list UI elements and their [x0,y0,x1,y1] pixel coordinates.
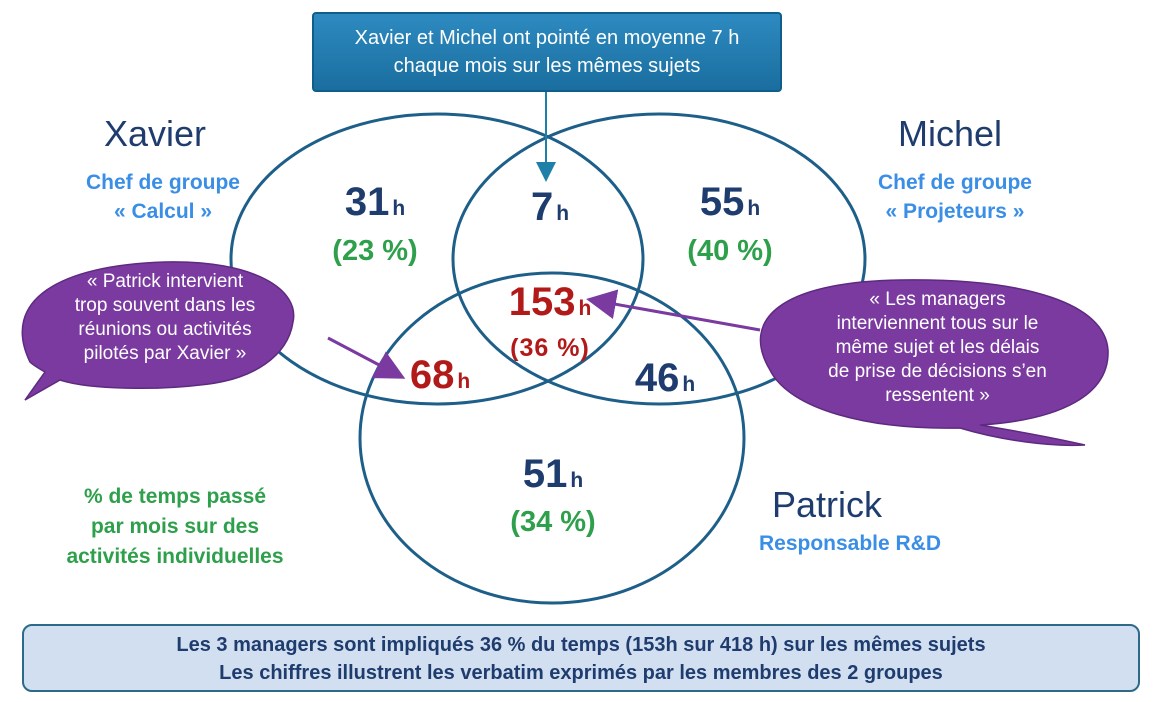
right-quote-line1: « Les managers [869,289,1006,310]
right-quote-line2: interviennent tous sur le [836,313,1039,334]
value-xavier-michel-number: 7 [530,185,554,229]
left-quote-text: « Patrick intervient trop souvent dans l… [40,270,290,366]
circle-xavier [229,112,645,406]
left-quote-line3: réunions ou activités [78,319,252,340]
pct-xavier-only: (23 %) [332,235,418,267]
value-all-three-unit: h [578,297,592,320]
pct-all-three: (36 %) [510,334,590,362]
value-all-three: 153 h [475,280,625,325]
pct-michel-only: (40 %) [687,235,773,267]
legend-line2: par mois sur des [90,515,260,538]
right-quote-bubble [759,279,1109,447]
left-quote-arrow [327,336,406,379]
legend-line3: activités individuelles [66,545,284,568]
value-michel-patrick-number: 46 [634,356,680,400]
summary-box: Les 3 managers sont impliqués 36 % du te… [22,624,1140,692]
value-xavier-patrick-unit: h [457,370,471,393]
value-xavier-patrick: 68 h [375,353,505,398]
role-xavier-line2: « Calcul » [113,200,213,223]
role-michel-line1: Chef de groupe [877,171,1032,194]
role-michel-line2: « Projeteurs » [885,200,1025,223]
value-michel-only-number: 55 [699,180,745,224]
circle-michel [451,112,867,406]
value-patrick-only: 51 h [478,452,628,497]
value-michel-only-unit: h [747,197,761,220]
value-xavier-only: 31 h [300,180,450,225]
role-xavier-line1: Chef de groupe [85,171,240,194]
pct-patrick-only: (34 %) [510,506,596,538]
left-quote-bubble [21,261,295,401]
value-all-three-number: 153 [508,280,576,324]
legend-text: % de temps passé par mois sur des activi… [20,482,330,572]
name-michel: Michel [898,113,1003,154]
value-michel-patrick-unit: h [682,373,696,396]
right-quote-line5: ressentent » [885,385,990,406]
summary-line2: Les chiffres illustrent les verbatim exp… [219,662,943,684]
value-xavier-patrick-number: 68 [409,353,455,397]
circle-patrick [358,271,746,605]
value-xavier-only-number: 31 [344,180,390,224]
value-patrick-only-unit: h [570,469,584,492]
value-xavier-michel-unit: h [556,202,570,225]
role-xavier: Chef de groupe « Calcul » [58,168,268,226]
top-callout-box: Xavier et Michel ont pointé en moyenne 7… [312,12,782,92]
right-quote-text: « Les managers interviennent tous sur le… [790,288,1085,408]
left-quote-line2: trop souvent dans les [74,295,256,316]
top-callout-line1: Xavier et Michel ont pointé en moyenne 7… [354,27,740,49]
left-quote-line4: pilotés par Xavier » [83,343,247,364]
value-xavier-only-unit: h [392,197,406,220]
role-patrick: Responsable R&D [758,532,942,555]
value-michel-patrick: 46 h [600,356,730,401]
right-quote-arrow [586,289,761,332]
role-michel: Chef de groupe « Projeteurs » [850,168,1060,226]
value-michel-only: 55 h [655,180,805,225]
right-quote-line4: de prise de décisions s’en [828,361,1047,382]
top-callout-line2: chaque mois sur les mêmes sujets [393,55,701,77]
summary-line1: Les 3 managers sont impliqués 36 % du te… [176,634,986,656]
right-quote-line3: même sujet et les délais [835,337,1040,358]
name-patrick: Patrick [772,484,883,525]
legend-line1: % de temps passé [83,485,267,508]
value-patrick-only-number: 51 [522,452,568,496]
name-xavier: Xavier [104,113,207,154]
left-quote-line1: « Patrick intervient [86,271,244,292]
